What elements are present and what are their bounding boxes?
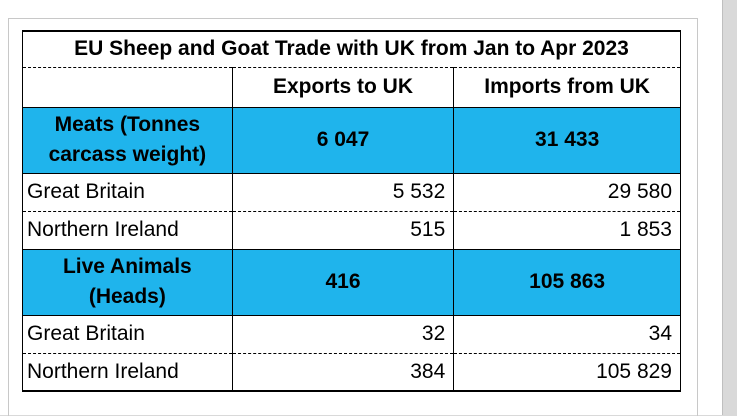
- row-exports[interactable]: 5 532: [231, 173, 455, 212]
- row-exports[interactable]: 515: [231, 211, 455, 250]
- table-row: Great Britain 32 34: [22, 315, 681, 354]
- row-imports[interactable]: 34: [453, 315, 681, 354]
- category-label[interactable]: Meats (Tonnes carcass weight): [22, 107, 233, 174]
- table-title[interactable]: EU Sheep and Goat Trade with UK from Jan…: [22, 30, 681, 68]
- header-exports[interactable]: Exports to UK: [231, 67, 455, 108]
- row-label[interactable]: Great Britain: [22, 315, 233, 354]
- row-imports[interactable]: 29 580: [453, 173, 681, 212]
- category-imports-total[interactable]: 31 433: [453, 107, 681, 174]
- table-row: Northern Ireland 384 105 829: [22, 353, 681, 392]
- page-border: [8, 18, 698, 416]
- row-imports[interactable]: 105 829: [453, 353, 681, 392]
- table-row: Great Britain 5 532 29 580: [22, 173, 681, 212]
- row-label[interactable]: Great Britain: [22, 173, 233, 212]
- column-header-row: Exports to UK Imports from UK: [22, 67, 681, 108]
- row-exports[interactable]: 384: [231, 353, 455, 392]
- category-row-live-animals: Live Animals (Heads) 416 105 863: [22, 249, 681, 316]
- category-imports-total[interactable]: 105 863: [453, 249, 681, 316]
- category-exports-total[interactable]: 416: [231, 249, 455, 316]
- trade-table: EU Sheep and Goat Trade with UK from Jan…: [22, 30, 681, 392]
- row-exports[interactable]: 32: [231, 315, 455, 354]
- row-label[interactable]: Northern Ireland: [22, 211, 233, 250]
- category-exports-total[interactable]: 6 047: [231, 107, 455, 174]
- header-imports[interactable]: Imports from UK: [453, 67, 681, 108]
- header-blank-cell[interactable]: [22, 67, 233, 108]
- table-title-row: EU Sheep and Goat Trade with UK from Jan…: [22, 30, 681, 68]
- table-row: Northern Ireland 515 1 853: [22, 211, 681, 250]
- row-label[interactable]: Northern Ireland: [22, 353, 233, 392]
- row-imports[interactable]: 1 853: [453, 211, 681, 250]
- category-row-meats: Meats (Tonnes carcass weight) 6 047 31 4…: [22, 107, 681, 174]
- category-label[interactable]: Live Animals (Heads): [22, 249, 233, 316]
